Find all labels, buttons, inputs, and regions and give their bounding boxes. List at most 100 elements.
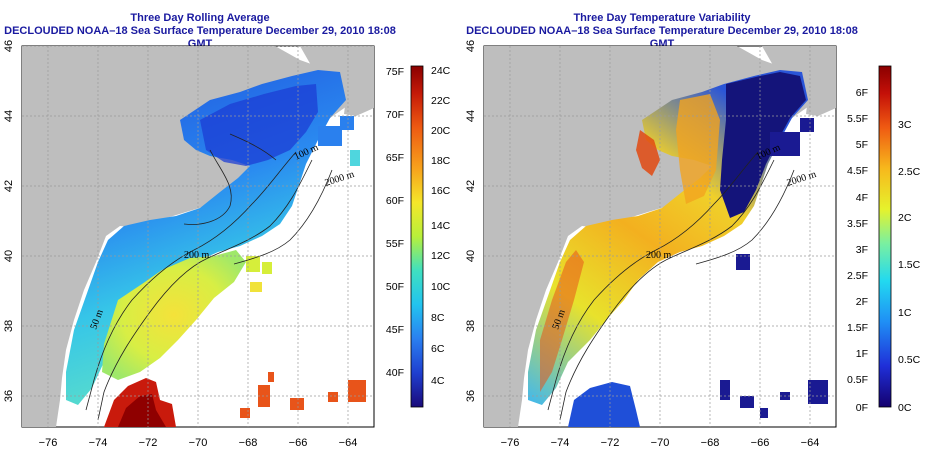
right-colorbar-celsius-labels: 3C 2.5C 2C 1.5C 1C 0.5C 0C [898, 119, 921, 414]
left-x-tick-label: −64 [339, 437, 358, 449]
right-x-tick-label: −70 [651, 437, 670, 449]
right-variability-offshore-patches [720, 118, 828, 418]
left-panel-title: Three Day Rolling Average [130, 12, 270, 24]
left-colorbar-c-label: 18C [431, 155, 451, 167]
right-colorbar-gradient [878, 65, 892, 408]
right-colorbar-f-label: 5.5F [847, 113, 868, 125]
left-colorbar-c-label: 8C [431, 312, 445, 324]
right-map: 100 m 2000 m 200 m 50 m −76 −74 −72 −70 … [465, 40, 837, 449]
right-x-tick-label: −74 [551, 437, 570, 449]
right-colorbar-f-label: 6F [856, 87, 868, 99]
left-colorbar-c-label: 24C [431, 65, 451, 77]
left-x-tick-label: −76 [39, 437, 58, 449]
right-variability-orange-band [676, 94, 720, 204]
right-colorbar-fahrenheit-labels: 6F 5.5F 5F 4.5F 4F 3.5F 3F 2.5F 2F 1.5F … [847, 87, 868, 414]
right-colorbar-f-label: 0.5F [847, 374, 868, 386]
left-colorbar-f-label: 40F [386, 367, 404, 379]
right-colorbar-f-label: 2F [856, 296, 868, 308]
right-colorbar-f-label: 4.5F [847, 165, 868, 177]
right-colorbar-f-label: 1.5F [847, 322, 868, 334]
left-sst-field-offshore-patches [240, 372, 366, 418]
left-colorbar-fahrenheit-labels: 75F 70F 65F 60F 55F 50F 45F 40F [386, 66, 404, 379]
right-colorbar-c-label: 0.5C [898, 354, 921, 366]
left-colorbar-gradient [410, 65, 424, 408]
left-y-tick-label: 44 [3, 110, 15, 122]
right-colorbar-f-label: 2.5F [847, 270, 868, 282]
left-colorbar-f-label: 60F [386, 195, 404, 207]
right-y-tick-label: 44 [465, 110, 477, 122]
left-sst-field-eastern-patches [318, 116, 360, 166]
left-colorbar-f-label: 75F [386, 66, 404, 78]
right-y-tick-label: 36 [465, 390, 477, 402]
left-x-tick-label: −68 [239, 437, 258, 449]
right-variability-low-east [720, 72, 806, 218]
left-x-tick-label: −66 [289, 437, 308, 449]
left-colorbar-c-label: 20C [431, 125, 451, 137]
left-colorbar-c-label: 6C [431, 343, 445, 355]
right-x-axis: −76 −74 −72 −70 −68 −66 −64 [501, 437, 820, 449]
right-y-tick-label: 40 [465, 250, 477, 262]
right-colorbar-f-label: 1F [856, 348, 868, 360]
left-sst-field-yellow-spots [246, 256, 272, 292]
left-bathymetry-contours [85, 133, 333, 421]
left-colorbar-f-label: 50F [386, 281, 404, 293]
left-x-tick-label: −72 [139, 437, 158, 449]
left-colorbar: 75F 70F 65F 60F 55F 50F 45F 40F 24C 22C … [386, 65, 451, 408]
right-x-tick-label: −68 [701, 437, 720, 449]
left-y-tick-label: 36 [3, 390, 15, 402]
right-x-tick-label: −76 [501, 437, 520, 449]
left-graticule [22, 46, 374, 427]
right-x-tick-label: −64 [801, 437, 820, 449]
right-colorbar-f-label: 5F [856, 139, 868, 151]
left-colorbar-f-label: 65F [386, 152, 404, 164]
left-colorbar-celsius-labels: 24C 22C 20C 18C 16C 14C 12C 10C 8C 6C 4C [431, 65, 451, 387]
left-x-axis: −76 −74 −72 −70 −68 −66 −64 [39, 437, 358, 449]
left-colorbar-c-label: 14C [431, 220, 451, 232]
right-colorbar-c-label: 1C [898, 307, 912, 319]
right-colorbar-c-label: 0C [898, 402, 912, 414]
left-colorbar-c-label: 16C [431, 185, 451, 197]
right-y-tick-label: 42 [465, 180, 477, 192]
left-y-axis: 46 44 42 40 38 36 [3, 40, 15, 402]
right-x-tick-label: −66 [751, 437, 770, 449]
left-colorbar-c-label: 12C [431, 250, 451, 262]
right-variability-south-blue [568, 382, 640, 427]
right-x-tick-label: −72 [601, 437, 620, 449]
left-x-tick-label: −70 [189, 437, 208, 449]
left-map: 100 m 2000 m 200 m 50 m −76 −74 −72 −70 … [3, 40, 375, 449]
right-y-tick-label: 46 [465, 40, 477, 52]
left-colorbar-c-label: 4C [431, 375, 445, 387]
right-colorbar-c-label: 2.5C [898, 166, 921, 178]
left-colorbar-f-label: 70F [386, 109, 404, 121]
left-contour-label-200m: 200 m [184, 250, 210, 261]
right-colorbar-f-label: 4F [856, 192, 868, 204]
right-colorbar-f-label: 3.5F [847, 218, 868, 230]
left-y-tick-label: 38 [3, 320, 15, 332]
right-y-axis: 46 44 42 40 38 36 [465, 40, 477, 402]
left-y-tick-label: 40 [3, 250, 15, 262]
right-variability-coastal-band [540, 250, 584, 392]
right-y-tick-label: 38 [465, 320, 477, 332]
right-bathymetry-contours [547, 151, 795, 421]
left-y-tick-label: 42 [3, 180, 15, 192]
left-colorbar-f-label: 45F [386, 324, 404, 336]
left-colorbar-c-label: 22C [431, 95, 451, 107]
right-colorbar-c-label: 2C [898, 212, 912, 224]
left-y-tick-label: 46 [3, 40, 15, 52]
right-panel-title: Three Day Temperature Variability [573, 12, 751, 24]
left-colorbar-f-label: 55F [386, 238, 404, 250]
right-graticule [484, 46, 836, 427]
right-colorbar-c-label: 1.5C [898, 259, 921, 271]
left-x-tick-label: −74 [89, 437, 108, 449]
left-sst-field-warm-slope [102, 250, 246, 380]
right-colorbar-f-label: 3F [856, 244, 868, 256]
left-sst-field-gulf-maine [200, 84, 318, 166]
right-contour-label-200m: 200 m [646, 250, 672, 261]
right-colorbar: 6F 5.5F 5F 4.5F 4F 3.5F 3F 2.5F 2F 1.5F … [847, 65, 921, 414]
right-variability-hot-coast [636, 130, 660, 176]
left-sst-field-gulf-stream-core [118, 394, 166, 427]
right-panel-title-block: Three Day Temperature Variability DECLOU… [462, 12, 862, 51]
left-colorbar-c-label: 10C [431, 281, 451, 293]
right-colorbar-f-label: 0F [856, 402, 868, 414]
right-colorbar-c-label: 3C [898, 119, 912, 131]
